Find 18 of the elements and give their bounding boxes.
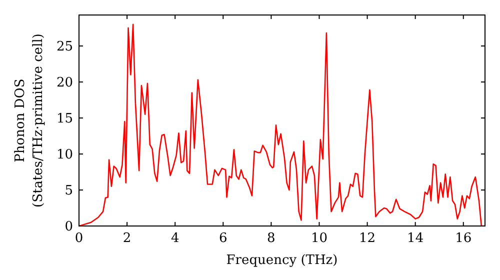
- x-tick-label: 16: [455, 231, 472, 246]
- x-tick-label: 8: [267, 231, 276, 246]
- x-tick-label: 4: [170, 231, 180, 246]
- y-tick-label: 5: [64, 183, 73, 198]
- y-tick-label: 25: [56, 39, 73, 54]
- y-tick-label: 20: [56, 75, 73, 90]
- line-series: [79, 24, 485, 226]
- y-tick-label: 15: [56, 111, 73, 126]
- x-tick-label: 0: [74, 231, 84, 246]
- y-axis-title: Phonon DOS (States/THz·primitive cell): [13, 33, 46, 208]
- x-tick-label: 10: [310, 231, 328, 246]
- y-tick-label: 0: [64, 220, 73, 234]
- x-axis-title: Frequency (THz): [226, 253, 338, 268]
- x-tick-label: 6: [219, 231, 228, 246]
- x-tick-label: 14: [407, 231, 424, 246]
- x-tick-label: 12: [359, 231, 376, 246]
- x-tick-label: 2: [122, 231, 132, 246]
- y-tick-label: 10: [56, 147, 73, 162]
